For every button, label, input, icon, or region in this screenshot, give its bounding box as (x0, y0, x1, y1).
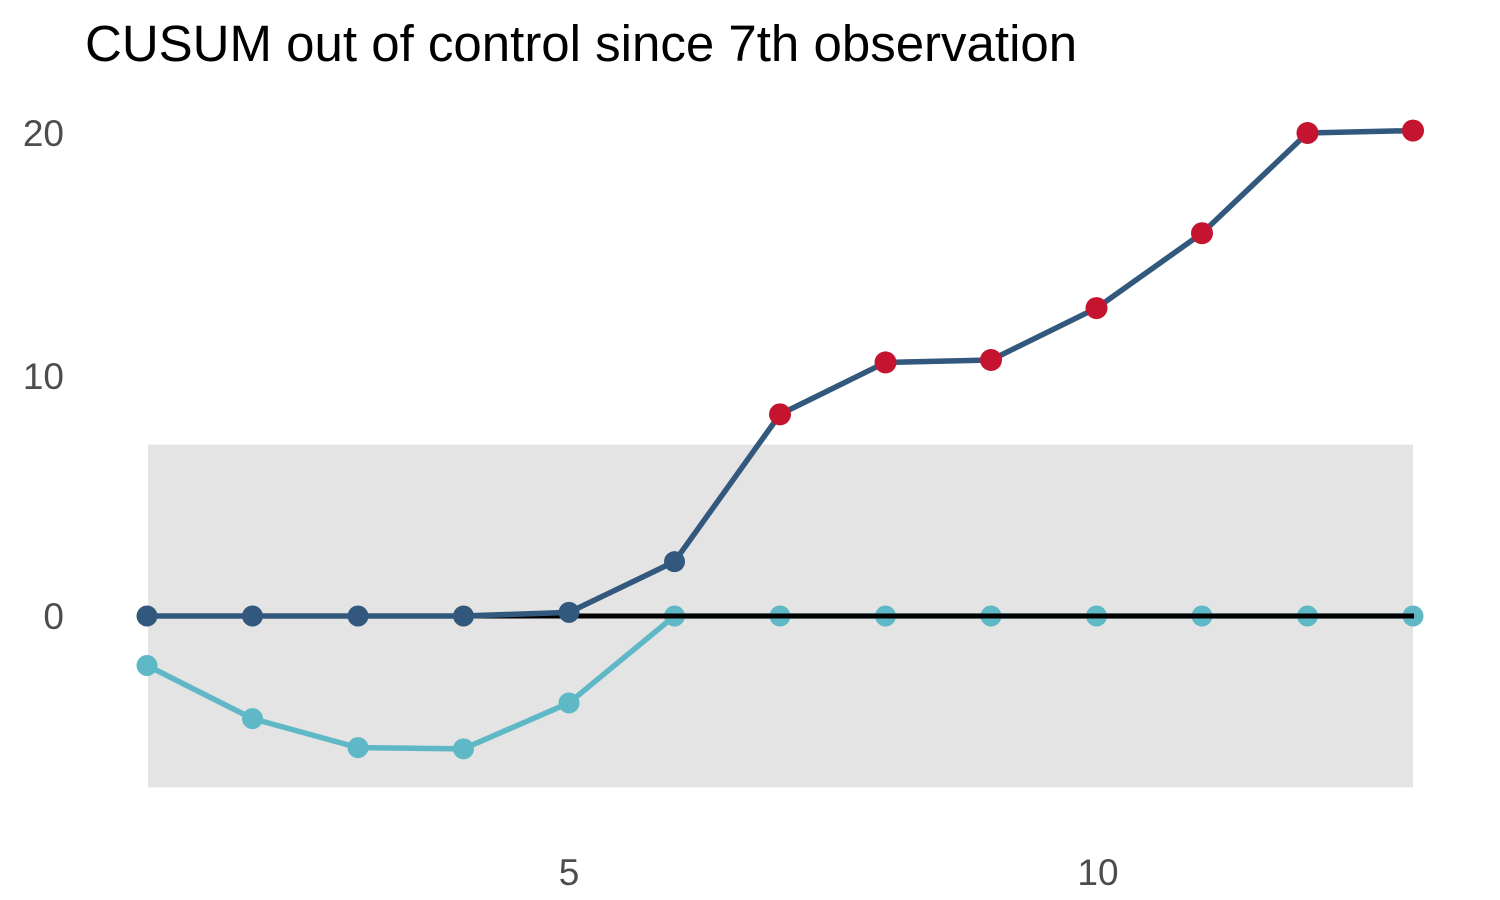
out-of-control-point (1402, 119, 1424, 142)
lower-point (347, 737, 369, 759)
out-of-control-point (980, 349, 1002, 372)
upper-point (347, 605, 369, 627)
lower-point (453, 738, 474, 760)
out-of-control-point (874, 351, 897, 374)
upper-point (558, 601, 580, 623)
out-of-control-point (1191, 222, 1213, 245)
y-tick-label-0: 0 (43, 596, 64, 637)
y-axis: 0 10 20 (23, 113, 64, 637)
plot-area (136, 119, 1424, 788)
y-tick-label-10: 10 (23, 356, 64, 397)
lower-point (136, 655, 158, 677)
out-of-control-point (1085, 297, 1108, 320)
upper-point (136, 605, 158, 627)
x-tick-label-5: 5 (559, 852, 580, 893)
upper-point (664, 551, 685, 573)
lower-point (558, 692, 580, 714)
upper-cusum-points (136, 119, 1424, 627)
lower-point (242, 708, 263, 730)
x-tick-label-10: 10 (1077, 852, 1118, 893)
x-axis: 5 10 (559, 852, 1119, 893)
out-of-control-point (769, 403, 791, 426)
upper-point (242, 605, 263, 627)
chart-title: CUSUM out of control since 7th observati… (85, 15, 1077, 72)
out-of-control-point (1296, 122, 1319, 144)
y-tick-label-20: 20 (23, 113, 64, 154)
upper-point (453, 605, 474, 627)
